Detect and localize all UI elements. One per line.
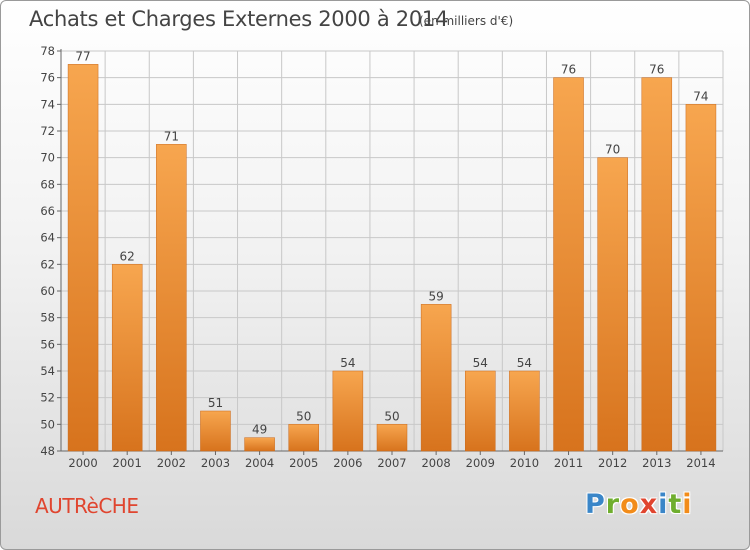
bar [597, 157, 628, 452]
x-tick-label: 2008 [421, 456, 450, 470]
bar-value-label: 62 [120, 249, 135, 263]
y-tick-label: 62 [40, 257, 55, 271]
logo-letter: i [658, 489, 669, 520]
bar [111, 264, 143, 452]
bar-value-label: 74 [693, 89, 708, 103]
logo-letter: x [639, 489, 659, 520]
bar-value-label: 76 [561, 63, 576, 77]
bar [332, 370, 364, 452]
bar [465, 370, 496, 452]
x-tick-label: 2003 [201, 456, 230, 470]
y-tick-label: 50 [40, 417, 55, 431]
logo-letter: o [620, 489, 640, 520]
y-tick-label: 76 [40, 71, 55, 85]
x-tick-label: 2012 [598, 456, 627, 470]
x-tick-label: 2004 [245, 456, 274, 470]
y-tick-label: 68 [40, 177, 55, 191]
bar [553, 77, 584, 452]
bar-value-label: 54 [340, 356, 355, 370]
bar [641, 77, 673, 452]
bar-value-label: 59 [428, 289, 443, 303]
bar-value-label: 50 [296, 409, 311, 423]
y-tick-label: 78 [40, 44, 55, 58]
chart-title: Achats et Charges Externes 2000 à 2014 [29, 7, 449, 31]
logo-letter: t [668, 489, 683, 520]
bar [288, 424, 319, 452]
proxiti-logo: Proxiti [585, 489, 693, 520]
y-tick-label: 70 [40, 151, 55, 165]
bar-value-label: 50 [384, 409, 399, 423]
x-tick-label: 2014 [686, 456, 715, 470]
x-tick-label: 2001 [113, 456, 142, 470]
bar [685, 104, 717, 452]
bar [67, 64, 99, 452]
bar [376, 424, 408, 452]
x-tick-label: 2000 [68, 456, 97, 470]
commune-name: AUTRèCHE [35, 494, 139, 518]
y-tick-label: 72 [40, 124, 55, 138]
bar-value-label: 49 [252, 423, 267, 437]
bar-value-label: 71 [164, 129, 179, 143]
bar [244, 437, 275, 452]
y-tick-label: 64 [40, 231, 55, 245]
y-tick-label: 56 [40, 337, 55, 351]
x-tick-label: 2002 [157, 456, 186, 470]
x-tick-label: 2006 [333, 456, 362, 470]
y-tick-label: 58 [40, 311, 55, 325]
x-tick-label: 2005 [289, 456, 318, 470]
bar [156, 144, 187, 452]
bar [200, 410, 231, 452]
x-tick-label: 2009 [466, 456, 495, 470]
bar-value-label: 77 [75, 49, 90, 63]
bar [420, 304, 452, 452]
y-tick-label: 48 [40, 444, 55, 458]
y-tick-label: 54 [40, 364, 55, 378]
x-tick-label: 2013 [642, 456, 671, 470]
x-tick-label: 2007 [377, 456, 406, 470]
bar-value-label: 54 [473, 356, 488, 370]
bar-value-label: 70 [605, 143, 620, 157]
bar-value-label: 76 [649, 63, 664, 77]
bar [509, 370, 540, 452]
bar-value-label: 54 [517, 356, 532, 370]
logo-letter: i [682, 489, 693, 520]
y-tick-label: 74 [40, 97, 55, 111]
y-tick-label: 66 [40, 204, 55, 218]
bar-value-label: 51 [208, 396, 223, 410]
y-tick-label: 52 [40, 391, 55, 405]
logo-letter: P [585, 489, 606, 520]
x-tick-label: 2010 [510, 456, 539, 470]
y-tick-label: 60 [40, 284, 55, 298]
x-tick-label: 2011 [554, 456, 583, 470]
chart-unit: (en milliers d'€) [419, 14, 514, 28]
logo-letter: r [605, 489, 621, 520]
